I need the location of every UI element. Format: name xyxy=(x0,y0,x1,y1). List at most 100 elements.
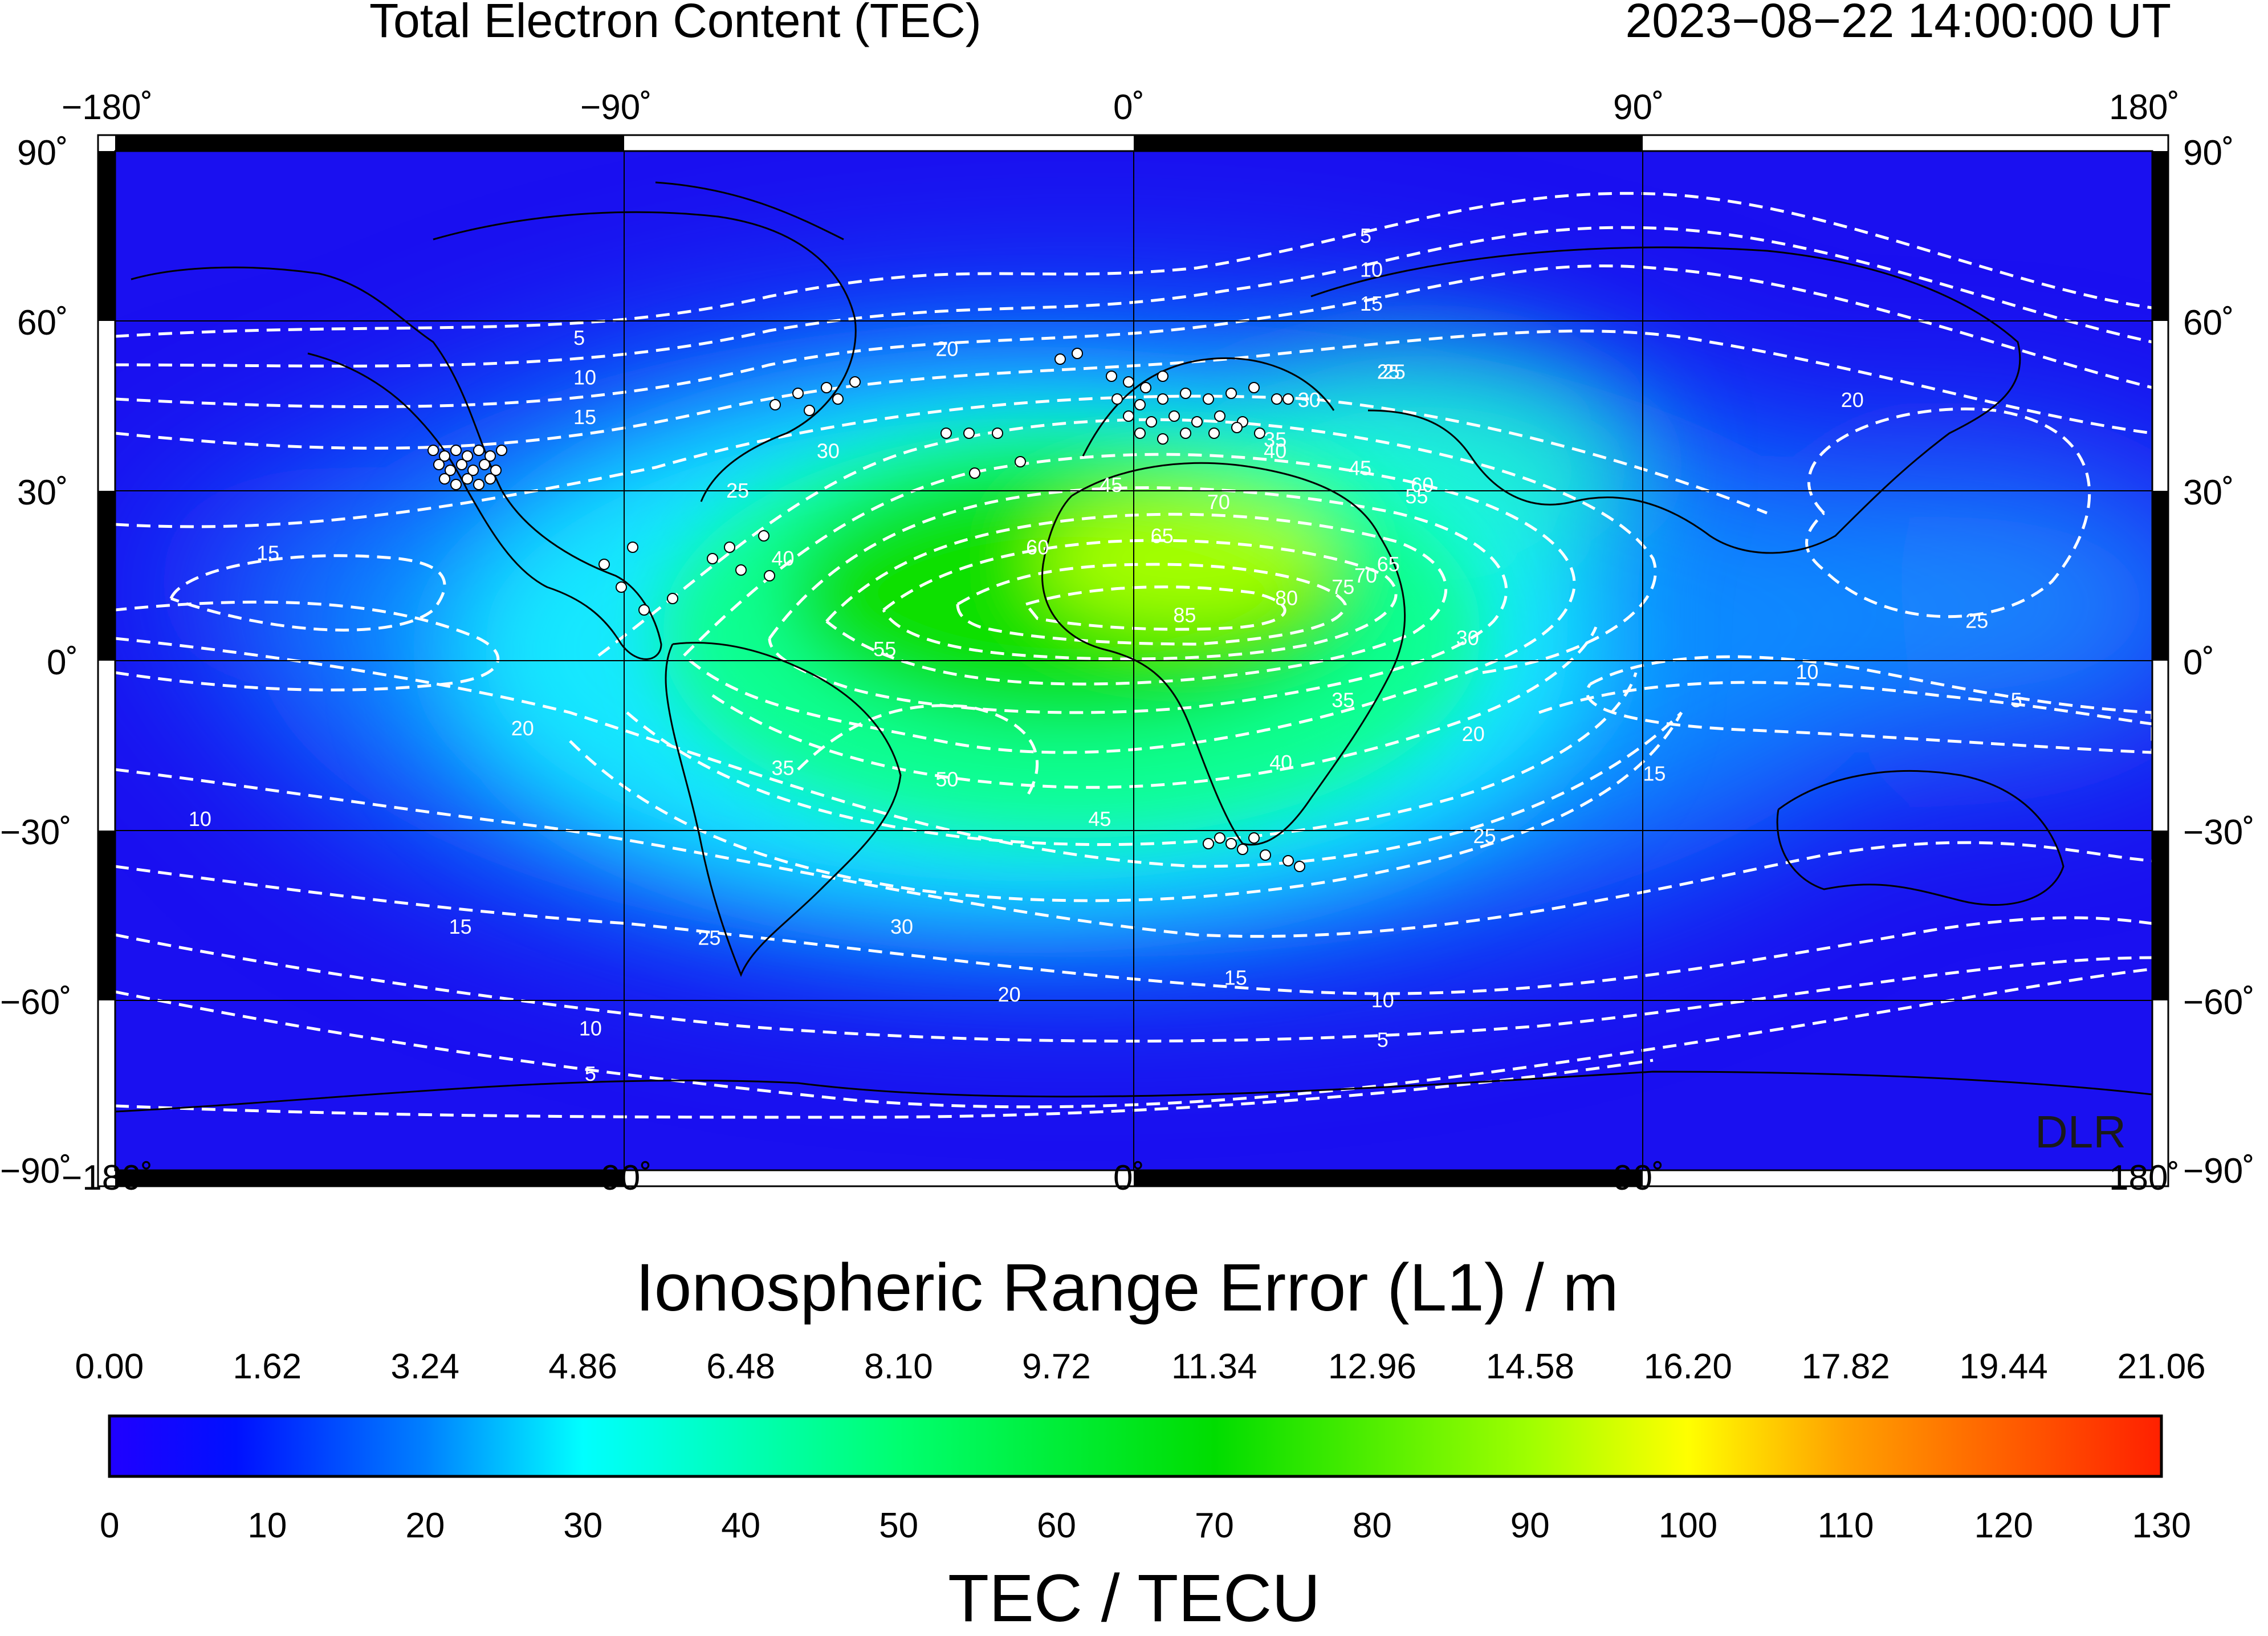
contour-label-0: 5 xyxy=(1360,224,1371,247)
contour-label-31: 45 xyxy=(1100,473,1122,497)
lat-tick-left-5: −60˚ xyxy=(0,983,72,1022)
lon-tick-top-0: −180˚ xyxy=(62,88,153,127)
contour-label-14: 10 xyxy=(579,1017,602,1040)
contour-label-32: 75 xyxy=(1332,575,1354,599)
colorbar-bottom-tick-10: 100 xyxy=(1658,1506,1718,1545)
lat-tick-left-0: 90˚ xyxy=(17,133,68,173)
lon-tick-top-1: −90˚ xyxy=(580,88,652,127)
colorbar-top-tick-4: 6.48 xyxy=(706,1347,775,1386)
contour-label-11: 20 xyxy=(511,717,534,740)
contour-label-42: 30 xyxy=(1298,388,1321,412)
contour-label-1: 10 xyxy=(1360,258,1383,282)
colorbar-bottom-tick-1: 10 xyxy=(247,1506,287,1545)
colorbar-axis-label: TEC / TECU xyxy=(948,1561,1321,1636)
lat-tick-right-4: −30˚ xyxy=(2183,813,2255,852)
lat-tick-right-2: 30˚ xyxy=(2183,473,2234,512)
contour-label-22: 20 xyxy=(998,983,1021,1006)
colorbar-bottom-tick-2: 20 xyxy=(405,1506,445,1545)
lat-tick-left-3: 0˚ xyxy=(47,643,79,682)
contour-label-46: 25 xyxy=(1473,824,1496,848)
colorbar-bottom-tick-7: 70 xyxy=(1194,1506,1234,1545)
contour-label-15: 5 xyxy=(585,1062,596,1085)
lat-tick-left-6: −90˚ xyxy=(0,1151,72,1191)
contour-label-3: 20 xyxy=(935,337,958,361)
colorbar-top-tick-6: 9.72 xyxy=(1022,1347,1091,1386)
graticule xyxy=(115,151,2152,1170)
contour-label-45: 20 xyxy=(1462,722,1485,746)
colorbar-bottom-tick-6: 60 xyxy=(1037,1506,1076,1545)
contour-label-38: 40 xyxy=(771,547,794,570)
colorbar-bottom-tick-13: 130 xyxy=(2132,1506,2191,1545)
contour-label-9: 30 xyxy=(817,439,840,463)
chart-title: Total Electron Content (TEC) xyxy=(369,0,982,47)
colorbar-bottom-tick-0: 0 xyxy=(100,1506,120,1545)
contour-label-24: 10 xyxy=(1371,988,1394,1012)
dlr-watermark: DLR xyxy=(2035,1106,2127,1157)
colorbar-bottom-tick-12: 120 xyxy=(1974,1506,2034,1545)
contour-label-21: 25 xyxy=(698,926,720,950)
contour-label-7: 15 xyxy=(573,405,596,429)
colorbar-top-tick-8: 12.96 xyxy=(1328,1347,1417,1386)
contour-label-23: 15 xyxy=(1224,966,1247,989)
colorbar-top-tick-10: 16.20 xyxy=(1643,1347,1732,1386)
colorbar-top-tick-13: 21.06 xyxy=(2117,1347,2206,1386)
contour-label-36: 55 xyxy=(1405,485,1428,508)
contour-label-8: 25 xyxy=(726,479,749,502)
lon-tick-bottom-3: 90˚ xyxy=(1613,1158,1664,1198)
colorbar-top-tick-9: 14.58 xyxy=(1485,1347,1574,1386)
lat-tick-left-2: 30˚ xyxy=(17,473,68,512)
contour-label-43: 35 xyxy=(1264,428,1286,451)
colorbar-bottom-tick-4: 40 xyxy=(721,1506,761,1545)
timestamp: 2023−08−22 14:00:00 UT xyxy=(1625,0,2171,47)
contour-label-17: 55 xyxy=(873,637,896,661)
tec-field: 5101520255101525301520101510535555045302… xyxy=(115,151,2152,1170)
lon-tick-bottom-0: −180˚ xyxy=(62,1158,153,1198)
colorbar xyxy=(108,1414,2163,1478)
lon-tick-top-2: 0˚ xyxy=(1113,88,1145,127)
colorbar-bottom-tick-11: 110 xyxy=(1817,1506,1874,1545)
lon-tick-bottom-1: −90˚ xyxy=(580,1158,652,1198)
contour-label-2: 15 xyxy=(1360,292,1383,315)
colorbar-bottom-tick-3: 30 xyxy=(563,1506,603,1545)
contour-label-37: 45 xyxy=(1349,456,1371,479)
lat-tick-right-3: 0˚ xyxy=(2183,643,2215,682)
contour-label-13: 15 xyxy=(449,915,472,938)
colorbar-top-tick-5: 8.10 xyxy=(864,1347,933,1386)
contour-label-40: 35 xyxy=(1332,689,1354,712)
contour-label-48: 25 xyxy=(1965,609,1988,633)
contour-label-50: 5 xyxy=(2011,689,2022,712)
contour-label-4: 25 xyxy=(1383,360,1406,383)
contour-label-34: 65 xyxy=(1377,552,1400,576)
contour-lines xyxy=(115,192,2152,1119)
colorbar-top-tick-12: 19.44 xyxy=(1959,1347,2048,1386)
contour-label-20: 30 xyxy=(890,915,913,938)
lat-tick-right-0: 90˚ xyxy=(2183,133,2234,173)
contour-label-44: 40 xyxy=(1264,439,1286,463)
contour-label-33: 70 xyxy=(1354,564,1377,587)
lon-tick-bottom-2: 0˚ xyxy=(1113,1158,1145,1198)
colorbar-top-tick-2: 3.24 xyxy=(390,1347,460,1386)
colorbar-top-tick-1: 1.62 xyxy=(233,1347,302,1386)
contour-label-41: 40 xyxy=(1269,751,1292,774)
contour-labels: 5101520255101525301520101510535555045302… xyxy=(189,224,2022,1085)
contour-label-51: 25 xyxy=(1377,360,1400,383)
colorbar-bottom-tick-5: 50 xyxy=(879,1506,919,1545)
map-border xyxy=(114,150,2153,1171)
lat-tick-right-5: −60˚ xyxy=(2183,983,2255,1022)
contour-label-27: 65 xyxy=(1151,524,1174,548)
colorbar-top-tick-7: 11.34 xyxy=(1171,1347,1257,1386)
contour-label-30: 85 xyxy=(1173,604,1196,627)
contour-label-28: 70 xyxy=(1207,490,1230,514)
lat-tick-left-1: 60˚ xyxy=(17,303,68,343)
lat-tick-right-1: 60˚ xyxy=(2183,303,2234,343)
contour-label-5: 5 xyxy=(573,326,585,349)
lon-tick-top-4: 180˚ xyxy=(2109,88,2180,127)
lon-tick-bottom-4: 180˚ xyxy=(2109,1158,2180,1198)
contour-label-6: 10 xyxy=(573,365,596,389)
contour-label-10: 15 xyxy=(256,541,279,564)
colorbar-bottom-tick-9: 90 xyxy=(1510,1506,1550,1545)
contour-label-12: 10 xyxy=(189,807,211,831)
colorbar-top-tick-3: 4.86 xyxy=(548,1347,617,1386)
contour-label-47: 15 xyxy=(1643,762,1666,786)
